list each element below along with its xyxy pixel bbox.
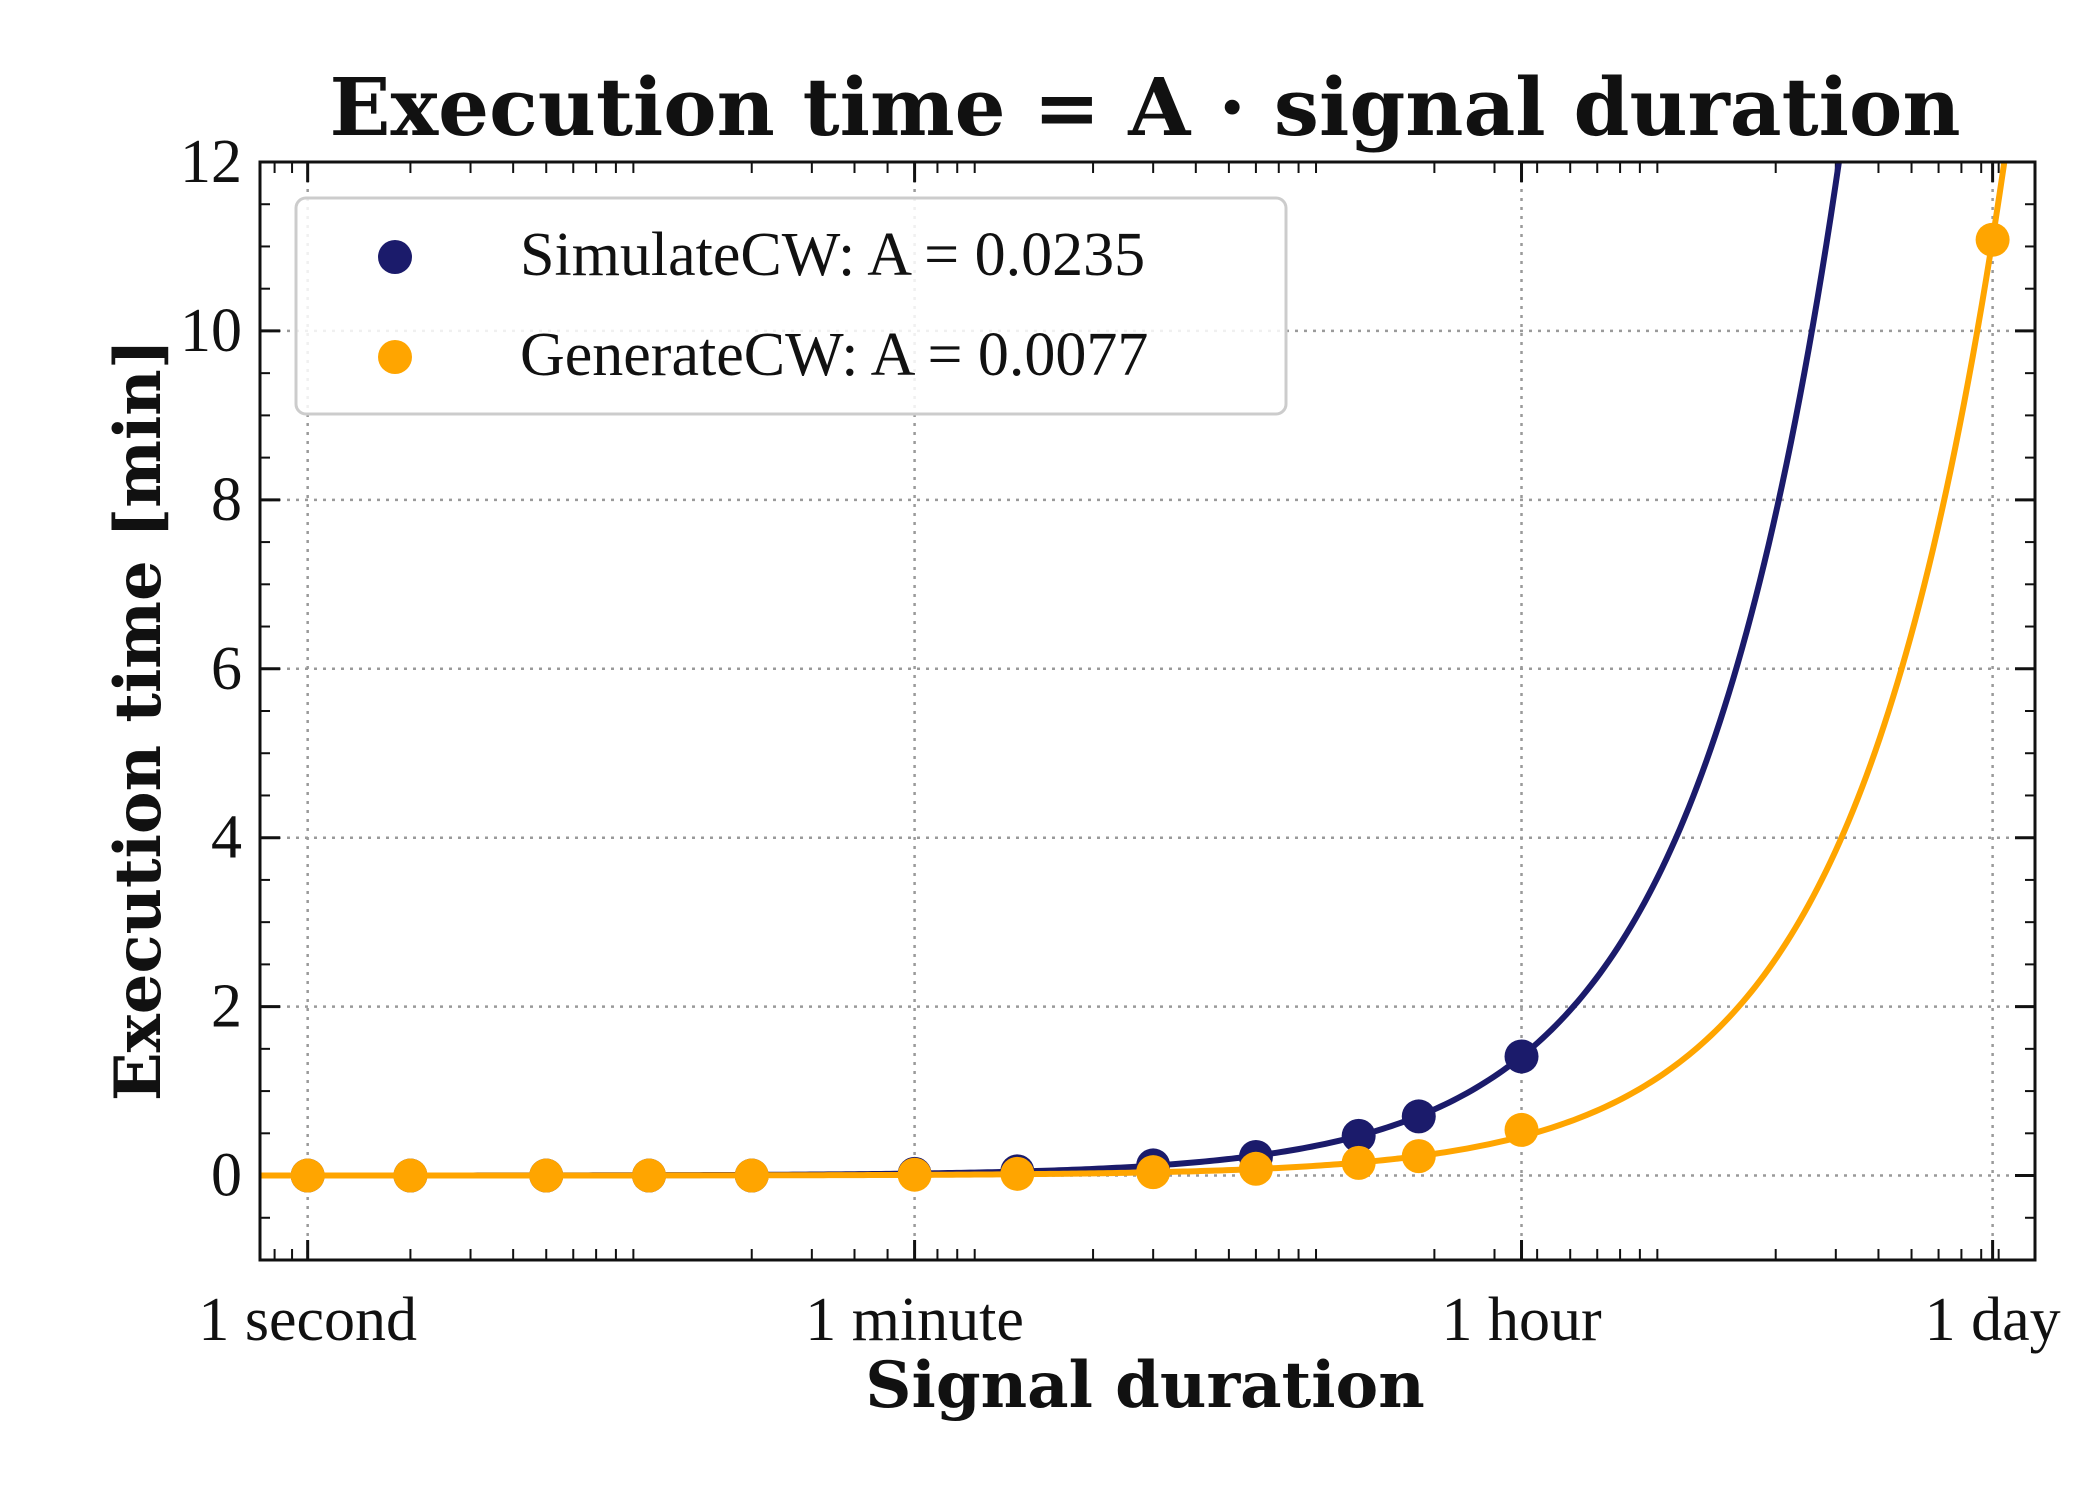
x-tick-label: 1 hour xyxy=(1441,1286,1602,1354)
x-tick-label: 1 day xyxy=(1925,1286,2061,1354)
data-point-simulatecw xyxy=(1401,1099,1436,1134)
fit-line-simulatecw xyxy=(260,162,1842,1179)
data-point-generatecw xyxy=(1401,1139,1436,1174)
data-point-generatecw xyxy=(1000,1156,1035,1191)
y-tick-label: 0 xyxy=(211,1142,242,1210)
chart-title: Execution time = A · signal duration xyxy=(330,60,1961,154)
axis-ticks xyxy=(260,160,2035,1261)
data-point-generatecw xyxy=(529,1158,564,1193)
data-point-generatecw xyxy=(1341,1145,1376,1180)
y-tick-label: 4 xyxy=(211,804,242,872)
y-tick-label: 8 xyxy=(211,466,242,534)
x-tick-label: 1 second xyxy=(198,1286,417,1354)
data-point-generatecw xyxy=(290,1158,325,1193)
legend-box xyxy=(294,196,1288,416)
data-point-generatecw xyxy=(393,1158,428,1193)
data-point-simulatecw xyxy=(1341,1118,1376,1153)
y-tick-label: 6 xyxy=(211,635,242,703)
y-axis-label: Execution time [min] xyxy=(101,339,176,1101)
y-tick-label: 12 xyxy=(180,128,242,196)
data-point-simulatecw xyxy=(1504,1039,1539,1074)
data-point-generatecw xyxy=(1504,1112,1539,1147)
plot-series xyxy=(260,162,2010,1193)
legend-label-simulatecw: SimulateCW: A = 0.0235 xyxy=(520,221,1145,289)
data-point-generatecw xyxy=(1238,1151,1273,1186)
data-point-generatecw xyxy=(1136,1155,1171,1190)
legend: SimulateCW: A = 0.0235 GenerateCW: A = 0… xyxy=(294,196,1288,416)
fit-line-generatecw xyxy=(260,162,2008,1179)
legend-label-generatecw: GenerateCW: A = 0.0077 xyxy=(520,321,1148,389)
y-tick-label: 2 xyxy=(211,973,242,1041)
data-point-generatecw xyxy=(1975,222,2010,257)
legend-marker-generatecw xyxy=(378,340,412,374)
x-axis-label: Signal duration xyxy=(865,1348,1424,1423)
plot-frame xyxy=(258,160,2037,1262)
legend-marker-simulatecw xyxy=(378,240,412,274)
y-tick-label: 10 xyxy=(180,297,242,365)
data-point-generatecw xyxy=(897,1157,932,1192)
x-tick-label: 1 minute xyxy=(805,1286,1024,1354)
data-point-generatecw xyxy=(734,1158,769,1193)
tick-labels: 0 2 4 6 8 10 12 1 second 1 minute 1 hour 1 day xyxy=(180,128,2061,1354)
data-point-generatecw xyxy=(631,1158,666,1193)
